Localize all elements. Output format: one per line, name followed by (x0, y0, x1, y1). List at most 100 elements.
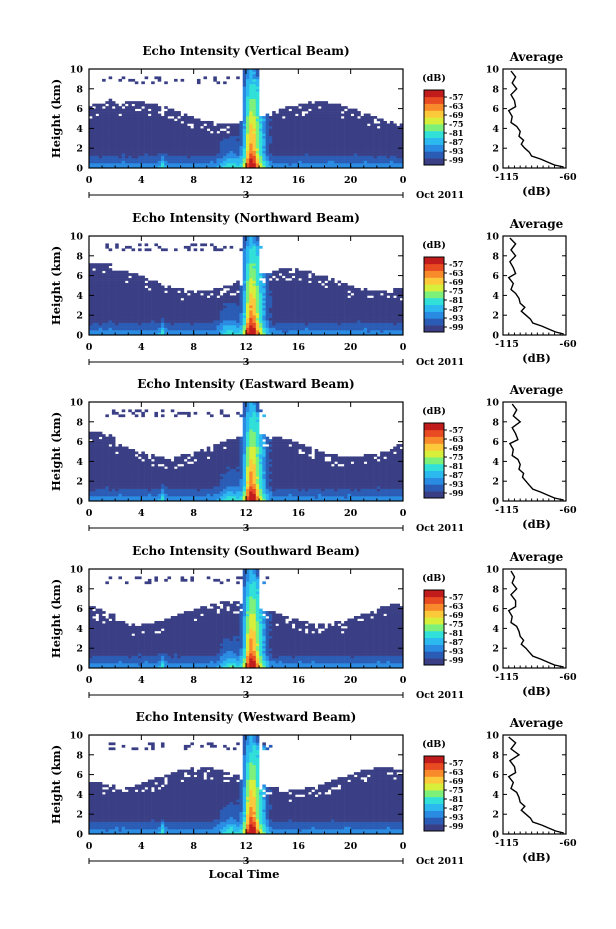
date-tick-label: 3 (243, 856, 250, 867)
average-y-tick-label: 2 (492, 311, 499, 322)
average-x-label: (dB) (522, 684, 551, 698)
colorbar-tick-label: -87 (449, 803, 463, 813)
colorbar-tick-label: -75 (449, 619, 463, 629)
x-tick-label: 20 (344, 175, 358, 186)
colorbar-band (424, 617, 444, 625)
colorbar-frame (423, 256, 445, 333)
colorbar-band (424, 603, 444, 611)
y-tick-label: 4 (76, 124, 83, 135)
colorbar-band (424, 596, 444, 604)
colorbar-band (424, 644, 444, 652)
heatmap-cells (89, 402, 404, 502)
colorbar-band (424, 484, 444, 492)
average-y-tick-label: 6 (492, 271, 499, 282)
average-title: Average (509, 716, 564, 730)
date-label: Oct 2011 (416, 856, 464, 867)
y-tick-label: 10 (70, 232, 84, 243)
x-tick-label: 4 (138, 175, 145, 186)
x-tick-label: 0 (86, 175, 93, 186)
average-x-tick-label: -115 (495, 672, 519, 683)
colorbar-band (424, 470, 444, 478)
average-y-tick-label: 6 (492, 604, 499, 615)
y-tick-label: 2 (76, 144, 83, 155)
panel-3: Echo Intensity (Eastward Beam)0 4 8 12 16 20 0… (49, 377, 577, 534)
average-frame (502, 68, 567, 169)
average-y-tick-label: 0 (492, 830, 499, 841)
y-tick-label: 4 (76, 291, 83, 302)
colorbar-label: (dB) (422, 73, 446, 84)
colorbar-band (424, 423, 444, 431)
heatmap-cells (89, 69, 404, 169)
colorbar-band (424, 277, 444, 285)
average-title: Average (509, 217, 564, 231)
average-frame (502, 401, 567, 502)
colorbar-band (424, 817, 444, 825)
date-tick-label: 3 (243, 357, 250, 368)
colorbar-band (424, 297, 444, 306)
y-tick-label: 4 (76, 624, 83, 635)
date-label: Oct 2011 (416, 357, 464, 368)
average-y-tick-label: 0 (492, 164, 499, 175)
date-tick-label: 3 (243, 190, 250, 201)
colorbar-tick-label: -81 (449, 128, 463, 138)
colorbar-band (424, 270, 444, 278)
average-y-tick-label: 2 (492, 810, 499, 821)
colorbar-band (424, 783, 444, 791)
average-x-tick-label: -60 (559, 838, 577, 849)
average-y-tick-label: 0 (492, 331, 499, 342)
colorbar-tick-label: -81 (449, 794, 463, 804)
colorbar-frame (423, 422, 445, 499)
average-y-tick-label: 4 (492, 457, 499, 468)
colorbar-band (424, 158, 444, 166)
y-axis-label: Height (km) (49, 745, 63, 824)
y-tick-label: 0 (76, 164, 83, 175)
y-tick-label: 0 (76, 331, 83, 342)
x-tick-label: 8 (190, 508, 197, 519)
average-profile-line (507, 570, 564, 668)
average-y-tick-label: 6 (492, 104, 499, 115)
x-tick-label: 4 (138, 508, 145, 519)
y-axis-label: Height (km) (49, 246, 63, 325)
x-tick-label: 20 (344, 342, 358, 353)
average-x-tick-label: -115 (495, 505, 519, 516)
y-tick-label: 4 (76, 790, 83, 801)
y-tick-label: 0 (76, 830, 83, 841)
heatmap-title: Echo Intensity (Westward Beam) (136, 710, 357, 724)
average-x-tick-label: -115 (495, 838, 519, 849)
heatmap-cells (89, 569, 404, 669)
average-y-tick-label: 8 (492, 584, 499, 595)
colorbar-tick-label: -99 (449, 655, 464, 665)
colorbar-tick-label: -69 (449, 610, 464, 620)
colorbar-band (424, 284, 444, 292)
average-y-tick-label: 2 (492, 477, 499, 488)
colorbar-tick-label: -75 (449, 119, 463, 129)
colorbar-band (424, 463, 444, 472)
colorbar-band (424, 291, 444, 299)
colorbar-band (424, 450, 444, 458)
y-tick-label: 10 (70, 65, 84, 76)
x-tick-label: 12 (239, 342, 252, 353)
colorbar-tick-label: -75 (449, 452, 463, 462)
panel-5: Echo Intensity (Westward Beam)0 4 8 12 16 20 0… (49, 710, 577, 867)
average-frame (502, 568, 567, 669)
colorbar-tick-label: -93 (449, 313, 464, 323)
colorbar-tick-label: -63 (449, 101, 464, 111)
date-label: Oct 2011 (416, 523, 464, 534)
average-frame (502, 734, 567, 835)
x-tick-label: 16 (292, 841, 306, 852)
y-tick-label: 2 (76, 477, 83, 488)
colorbar-band (424, 443, 444, 451)
x-tick-label: 0 (400, 175, 407, 186)
x-tick-label: 4 (138, 675, 145, 686)
average-x-tick-label: -60 (559, 505, 577, 516)
y-axis-label: Height (km) (49, 412, 63, 491)
average-profile-line (507, 237, 564, 335)
x-axis-label: Local Time (209, 867, 280, 881)
date-label: Oct 2011 (416, 690, 464, 701)
colorbar-band (424, 590, 444, 598)
x-tick-label: 0 (400, 508, 407, 519)
colorbar-band (424, 824, 444, 832)
colorbar-band (424, 144, 444, 152)
colorbar-label: (dB) (422, 240, 446, 251)
